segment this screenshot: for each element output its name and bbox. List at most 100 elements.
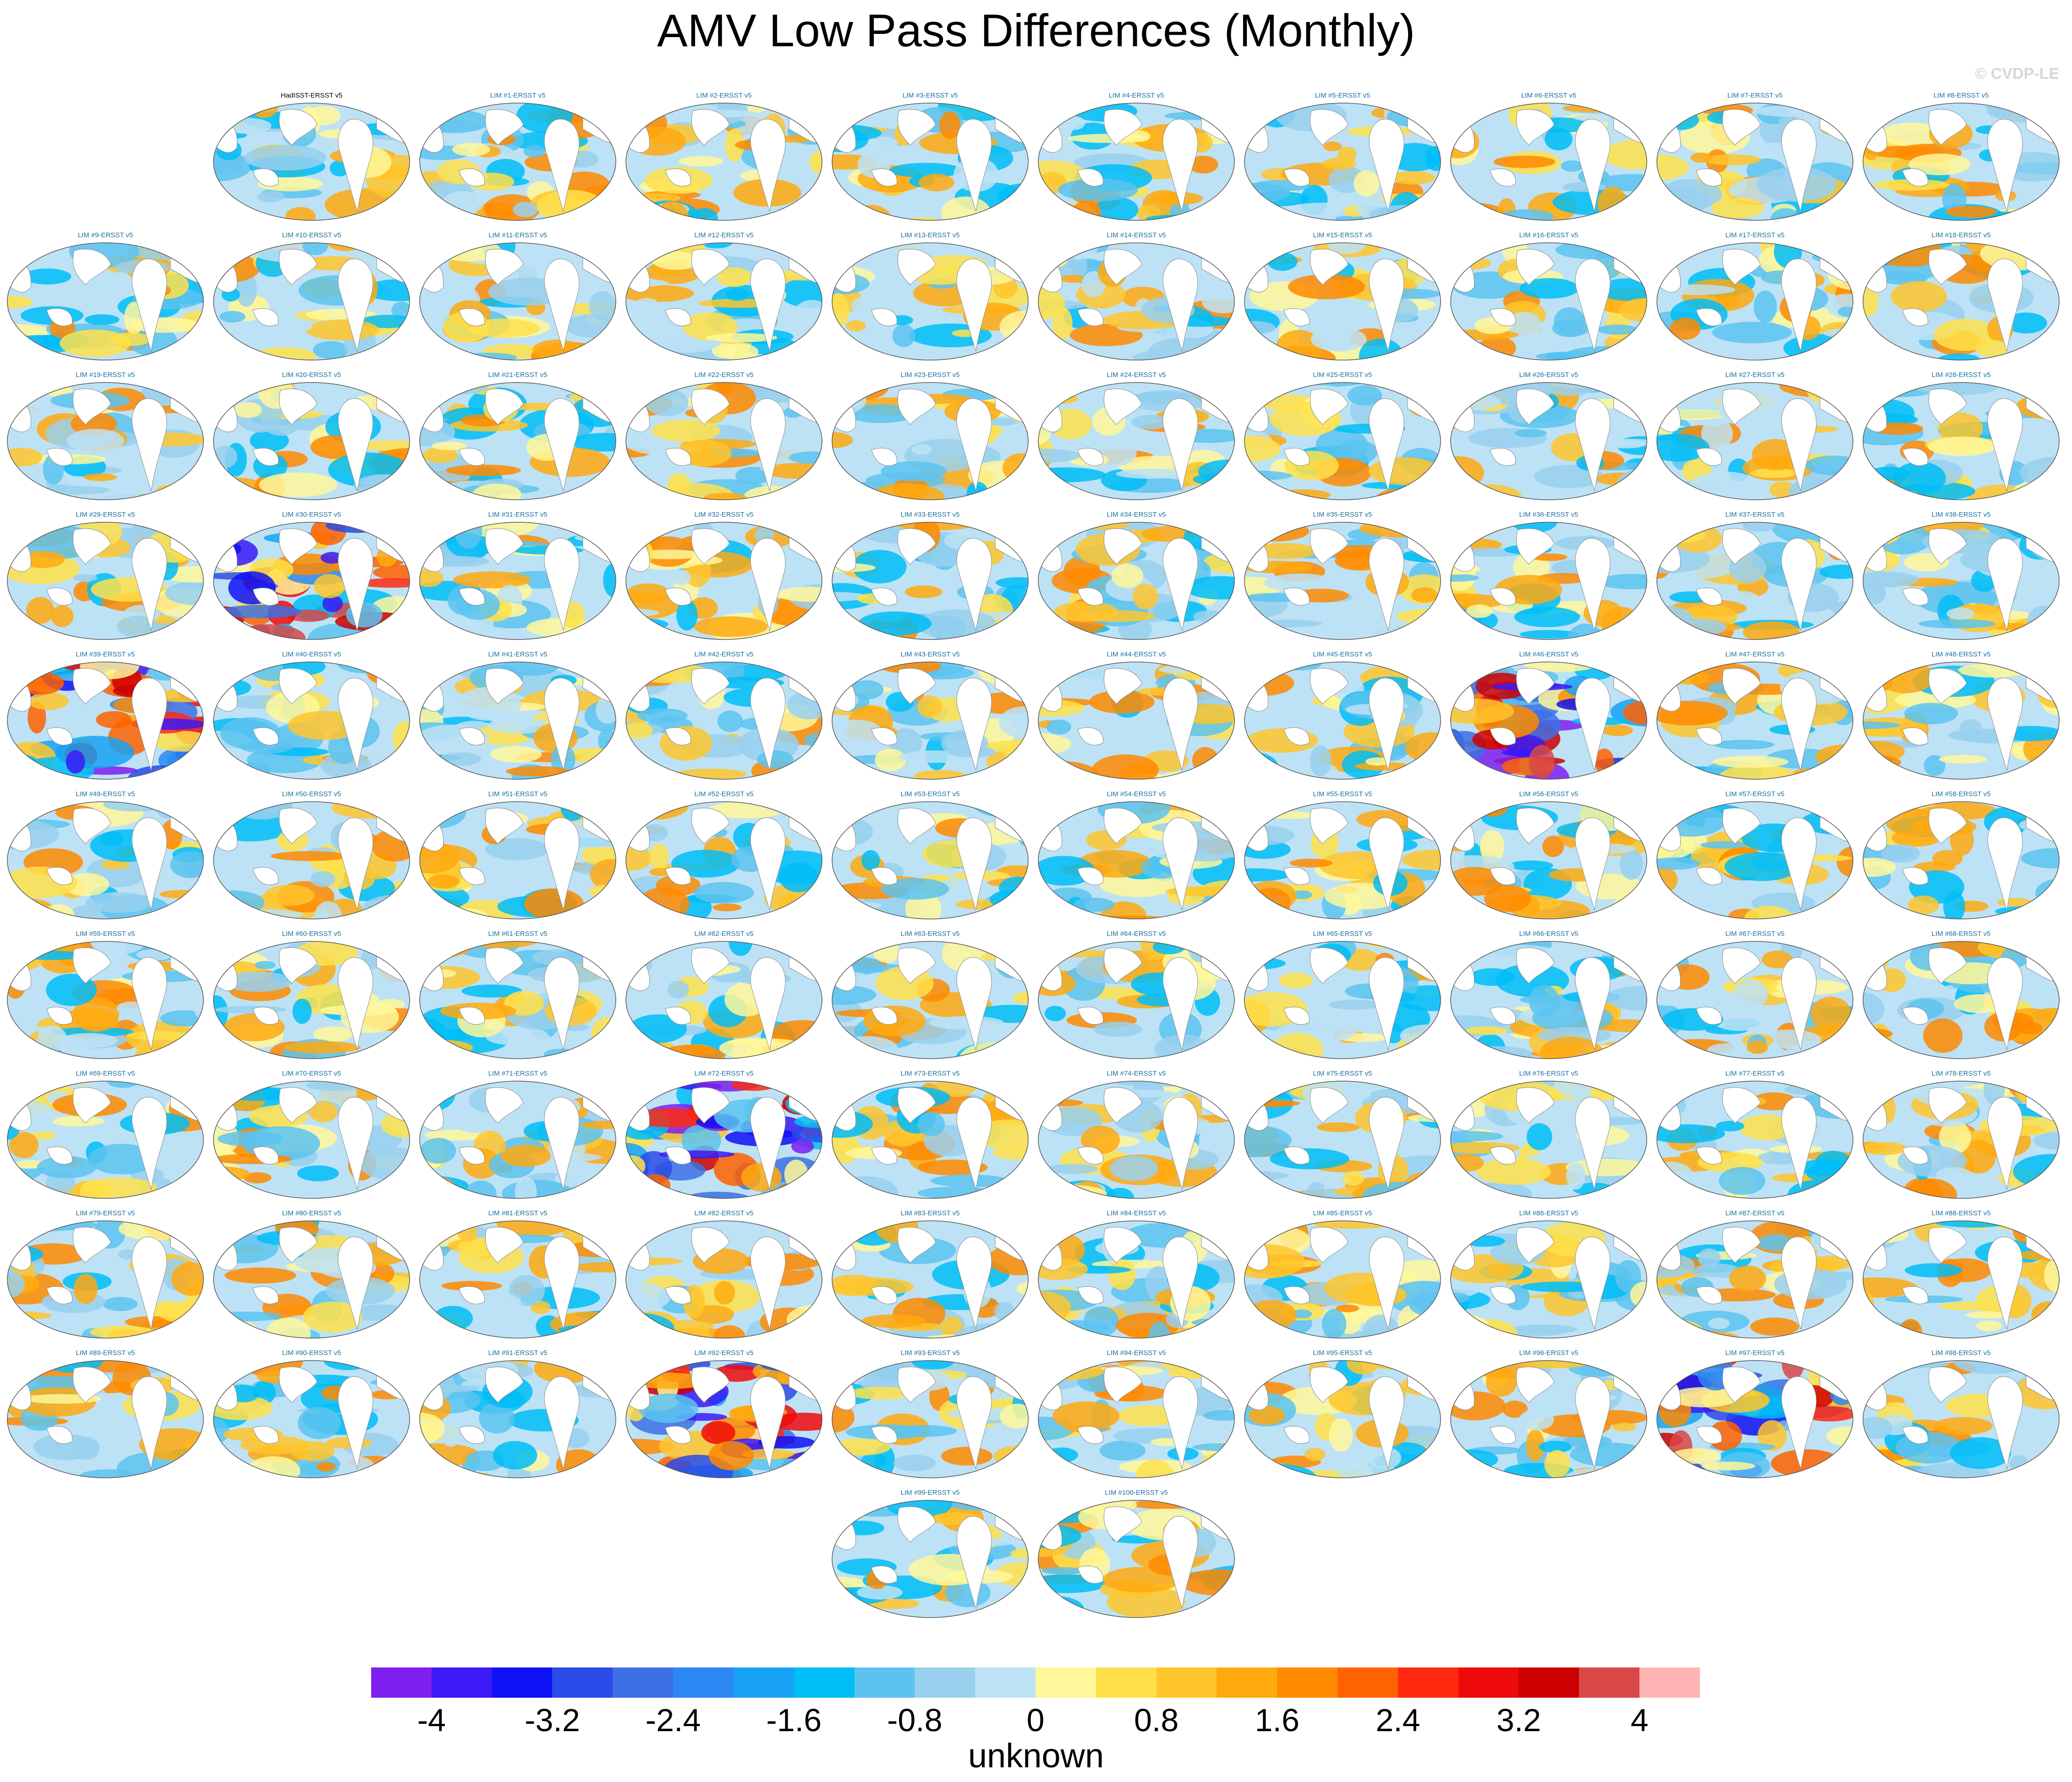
panel-title: LIM #86-ERSST v5 [1519, 1209, 1579, 1217]
map-plot [7, 382, 204, 500]
map-plot [1244, 522, 1441, 640]
map-plot [213, 801, 410, 919]
colorbar-tick-label: -4 [417, 1702, 446, 1738]
colorbar-box [915, 1667, 976, 1698]
map-panel: LIM #19-ERSST v5 [5, 371, 205, 504]
map-plot [625, 801, 822, 919]
map-panel: LIM #14-ERSST v5 [1036, 231, 1236, 364]
map-plot [625, 661, 822, 780]
map-plot [1244, 1360, 1441, 1478]
panel-title: LIM #59-ERSST v5 [76, 930, 135, 938]
map-panel: LIM #67-ERSST v5 [1655, 930, 1855, 1063]
panel-title: LIM #93-ERSST v5 [900, 1349, 960, 1357]
map-panel: LIM #40-ERSST v5 [212, 650, 411, 783]
map-plot [1656, 382, 1853, 500]
panel-title: LIM #5-ERSST v5 [1315, 92, 1370, 99]
map-plot [832, 801, 1029, 919]
map-panel: LIM #70-ERSST v5 [212, 1070, 411, 1203]
map-panel: LIM #9-ERSST v5 [5, 231, 205, 364]
panel-title: LIM #78-ERSST v5 [1931, 1070, 1991, 1077]
map-plot [7, 941, 204, 1059]
figure-title: AMV Low Pass Differences (Monthly) [657, 5, 1415, 56]
colorbar-box [1518, 1667, 1579, 1698]
map-plot [1450, 1360, 1647, 1478]
panel-title: LIM #85-ERSST v5 [1313, 1209, 1372, 1217]
map-panel: LIM #73-ERSST v5 [830, 1070, 1030, 1203]
map-plot [419, 1081, 616, 1199]
map-plot [832, 103, 1029, 221]
panel-title: LIM #69-ERSST v5 [76, 1070, 135, 1077]
colorbar-box [371, 1667, 432, 1698]
panel-title: LIM #28-ERSST v5 [1931, 371, 1991, 379]
map-plot [1038, 1500, 1235, 1618]
panel-title: LIM #34-ERSST v5 [1107, 511, 1166, 519]
map-panel: LIM #80-ERSST v5 [212, 1209, 411, 1342]
colorbar-tick-label: 3.2 [1496, 1702, 1541, 1738]
panel-title: LIM #42-ERSST v5 [694, 650, 754, 658]
map-panel: LIM #96-ERSST v5 [1449, 1349, 1649, 1482]
panel-title: LIM #57-ERSST v5 [1725, 790, 1785, 798]
map-plot [1450, 941, 1647, 1059]
map-plot [625, 242, 822, 361]
map-panel: LIM #49-ERSST v5 [5, 790, 205, 923]
map-plot [7, 522, 204, 640]
map-plot [7, 242, 204, 361]
map-panel: LIM #38-ERSST v5 [1861, 511, 2061, 644]
map-plot [213, 661, 410, 780]
map-plot [7, 1220, 204, 1339]
map-panel: LIM #88-ERSST v5 [1861, 1209, 2061, 1342]
map-plot [1244, 382, 1441, 500]
map-panel: LIM #62-ERSST v5 [624, 930, 824, 1063]
panel-title: LIM #84-ERSST v5 [1107, 1209, 1166, 1217]
map-panel: LIM #61-ERSST v5 [418, 930, 618, 1063]
map-panel: LIM #7-ERSST v5 [1655, 92, 1855, 224]
map-panel: LIM #92-ERSST v5 [624, 1349, 824, 1482]
panel-title: LIM #83-ERSST v5 [900, 1209, 960, 1217]
panel-title: LIM #99-ERSST v5 [900, 1489, 960, 1497]
panel-title: LIM #74-ERSST v5 [1107, 1070, 1166, 1077]
map-panel: LIM #75-ERSST v5 [1243, 1070, 1442, 1203]
panel-title: LIM #50-ERSST v5 [282, 790, 341, 798]
panel-title: LIM #80-ERSST v5 [282, 1209, 341, 1217]
map-plot [419, 103, 616, 221]
panel-title: LIM #25-ERSST v5 [1313, 371, 1372, 379]
colorbar-box [552, 1667, 613, 1698]
panel-title: LIM #53-ERSST v5 [900, 790, 960, 798]
map-panel: LIM #77-ERSST v5 [1655, 1070, 1855, 1203]
map-panel: LIM #54-ERSST v5 [1036, 790, 1236, 923]
map-panel: HadISST-ERSST v5 [212, 92, 411, 224]
panel-title: LIM #27-ERSST v5 [1725, 371, 1785, 379]
panel-title: LIM #62-ERSST v5 [694, 930, 754, 938]
map-panel: LIM #51-ERSST v5 [418, 790, 618, 923]
panel-grid: HadISST-ERSST v5 LIM #1-ERSST v5 LIM #2-ER… [5, 92, 2061, 1618]
map-panel: LIM #90-ERSST v5 [212, 1349, 411, 1482]
panel-title: LIM #72-ERSST v5 [694, 1070, 754, 1077]
map-panel: LIM #15-ERSST v5 [1243, 231, 1442, 364]
map-panel: LIM #95-ERSST v5 [1243, 1349, 1442, 1482]
colorbar-box [1277, 1667, 1337, 1698]
map-plot [1450, 103, 1647, 221]
colorbar-box [1035, 1667, 1096, 1698]
panel-title: LIM #13-ERSST v5 [900, 231, 960, 239]
map-plot [1038, 1081, 1235, 1199]
panel-title: LIM #35-ERSST v5 [1313, 511, 1372, 519]
panel-title: LIM #23-ERSST v5 [900, 371, 960, 379]
panel-title: LIM #4-ERSST v5 [1108, 92, 1164, 99]
map-plot [832, 522, 1029, 640]
map-panel: LIM #18-ERSST v5 [1861, 231, 2061, 364]
colorbar-box [613, 1667, 674, 1698]
map-plot [625, 941, 822, 1059]
panel-title: LIM #22-ERSST v5 [694, 371, 754, 379]
colorbar-tick-label: 1.6 [1255, 1702, 1299, 1738]
map-panel: LIM #26-ERSST v5 [1449, 371, 1649, 504]
panel-title: LIM #77-ERSST v5 [1725, 1070, 1785, 1077]
colorbar-box [854, 1667, 915, 1698]
panel-title: LIM #60-ERSST v5 [282, 930, 341, 938]
map-plot [213, 1081, 410, 1199]
map-plot [625, 1220, 822, 1339]
map-plot [419, 801, 616, 919]
panel-title: LIM #30-ERSST v5 [282, 511, 341, 519]
panel-title: LIM #45-ERSST v5 [1313, 650, 1372, 658]
colorbar-tick-label: 0.8 [1134, 1702, 1179, 1738]
map-plot [1244, 103, 1441, 221]
